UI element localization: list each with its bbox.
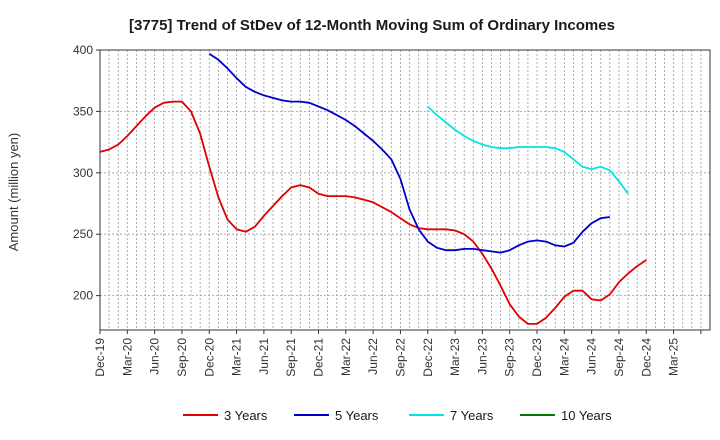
chart-title: [3775] Trend of StDev of 12-Month Moving… [129,17,615,34]
legend-label: 5 Years [335,408,379,423]
x-tick-label: Sep-21 [284,338,298,377]
y-tick-label: 300 [73,166,93,180]
series-line-3-years [99,100,647,325]
x-tick-label: Dec-23 [530,338,544,377]
x-tick-label: Mar-23 [448,338,462,376]
x-tick-label: Dec-21 [312,338,326,377]
x-tick-label: Dec-22 [421,338,435,377]
y-tick-label: 350 [73,104,93,118]
y-tick-label: 400 [73,43,93,57]
series-line-5-years [208,52,611,254]
legend: 3 Years 5 Years 7 Years 10 Years [183,408,612,423]
y-axis-ticks: 200 250 300 350 400 [73,43,100,303]
x-tick-label: Mar-22 [339,338,353,376]
y-axis-label: Amount (million yen) [6,133,21,252]
x-tick-label: Jun-22 [366,338,380,375]
plot-series [99,52,647,325]
x-tick-label: Sep-22 [393,338,407,377]
legend-label: 7 Years [450,408,494,423]
y-tick-label: 250 [73,227,93,241]
x-tick-label: Dec-20 [202,338,216,377]
x-tick-label: Sep-23 [503,338,517,377]
legend-label: 3 Years [224,408,268,423]
x-tick-label: Mar-21 [230,338,244,376]
x-tick-label: Dec-19 [93,338,107,377]
x-tick-label: Sep-20 [175,338,189,377]
x-tick-label: Dec-24 [639,338,653,377]
x-tick-label: Jun-24 [585,338,599,375]
y-tick-label: 200 [73,289,93,303]
x-tick-label: Mar-20 [120,338,134,376]
x-tick-label: Mar-24 [557,338,571,376]
x-tick-label: Jun-23 [475,338,489,375]
legend-label: 10 Years [561,408,612,423]
x-tick-label: Jun-21 [257,338,271,375]
plot-frame [99,49,711,331]
x-tick-label: Mar-25 [667,338,681,376]
x-tick-label: Jun-20 [148,338,162,375]
x-axis-ticks: Dec-19 Mar-20 Jun-20 Sep-20 Dec-20 Mar-21 Jun-… [93,330,702,377]
x-tick-label: Sep-24 [612,338,626,377]
series-line-7-years [427,105,629,195]
plot-grid [99,49,711,330]
